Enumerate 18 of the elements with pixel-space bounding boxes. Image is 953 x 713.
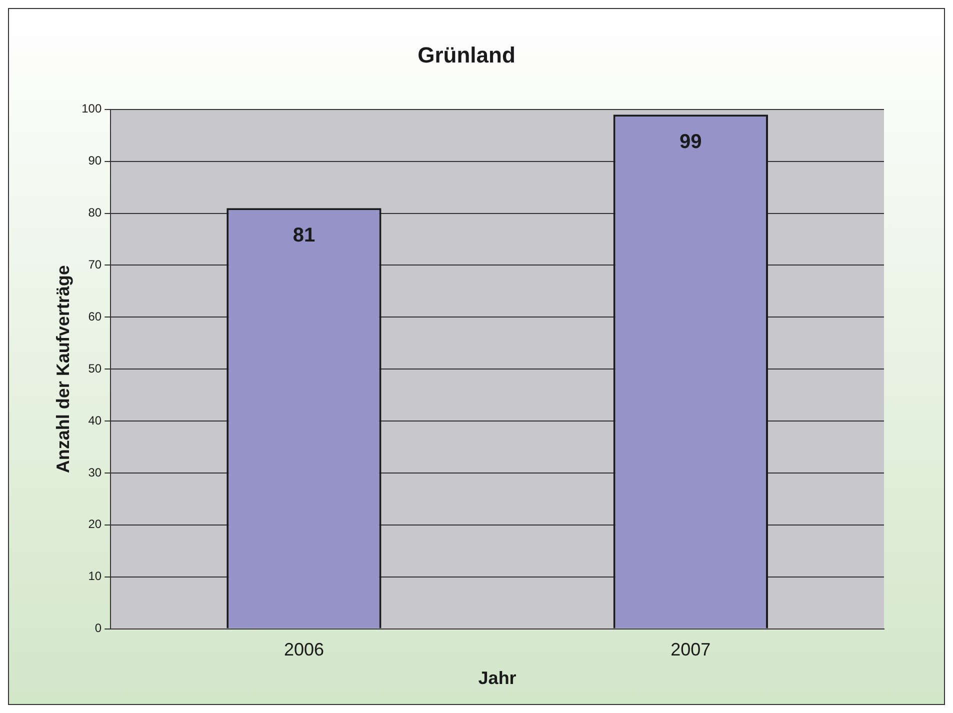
y-axis-title: Anzahl der Kaufverträge [52,265,73,474]
x-tick-label: 2007 [670,640,711,660]
y-tick-label: 90 [88,154,102,168]
y-tick-label: 40 [88,413,102,428]
x-axis-title: Jahr [478,668,516,688]
y-tick-label: 10 [88,569,102,584]
data-label: 81 [292,224,316,247]
y-tick-label: 20 [88,517,102,532]
y-tick-label: 50 [88,361,102,376]
y-tick-label: 70 [88,258,102,272]
data-label: 99 [680,131,702,154]
y-tick-label: 30 [88,465,102,480]
x-tick-label: 2006 [284,640,324,660]
y-tick-label: 80 [88,206,102,220]
y-tick-label: 0 [94,621,102,636]
chart-title: Grünland [418,42,516,68]
y-tick-label: 60 [88,309,102,324]
y-tick-label: 100 [82,102,102,116]
